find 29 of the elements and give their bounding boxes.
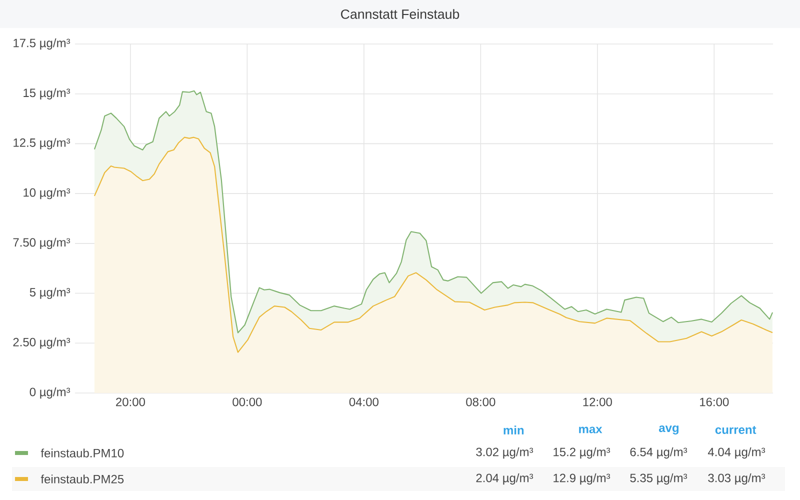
text: min xyxy=(504,426,524,434)
x-tick-label: 16:00 xyxy=(700,398,729,406)
y-tick-label: 12.5 µg/m³ xyxy=(14,138,70,150)
y-tick-label: 2.50 µg/m³ xyxy=(13,338,70,349)
y-tick-label: 7.50 µg/m³ xyxy=(13,238,70,250)
text: current xyxy=(715,426,756,434)
text: 2.04 µg/m³ xyxy=(476,473,534,485)
x-tick-label: 12:00 xyxy=(583,398,612,406)
text: 3.02 µg/m³ xyxy=(476,447,534,459)
legend-label: feinstaub.PM25 xyxy=(40,474,124,484)
text: 3.03 µg/m³ xyxy=(708,473,766,485)
text: max xyxy=(579,426,602,434)
y-tick-label: 0 µg/m³ xyxy=(30,387,70,399)
text: 4.04 µg/m³ xyxy=(708,447,766,459)
text: 12.9 µg/m³ xyxy=(554,473,610,485)
text: avg xyxy=(658,426,678,435)
y-tick-label: 10 µg/m³ xyxy=(24,188,70,200)
x-tick-label: 08:00 xyxy=(466,398,496,406)
text: 15.2 µg/m³ xyxy=(554,447,610,459)
y-tick-label: 17.5 µg/m³ xyxy=(14,38,70,50)
x-tick-label: 00:00 xyxy=(232,398,262,406)
chart-title: Cannstatt Feinstaub xyxy=(341,9,460,19)
y-tick-label: 15 µg/m³ xyxy=(24,88,70,100)
x-tick-label: 04:00 xyxy=(349,398,378,406)
text: 5.35 µg/m³ xyxy=(630,473,688,485)
legend-label: feinstaub.PM10 xyxy=(40,448,124,458)
x-tick-label: 20:00 xyxy=(116,398,145,406)
y-tick-label: 5 µg/m³ xyxy=(30,288,70,299)
text: 6.54 µg/m³ xyxy=(630,447,688,459)
